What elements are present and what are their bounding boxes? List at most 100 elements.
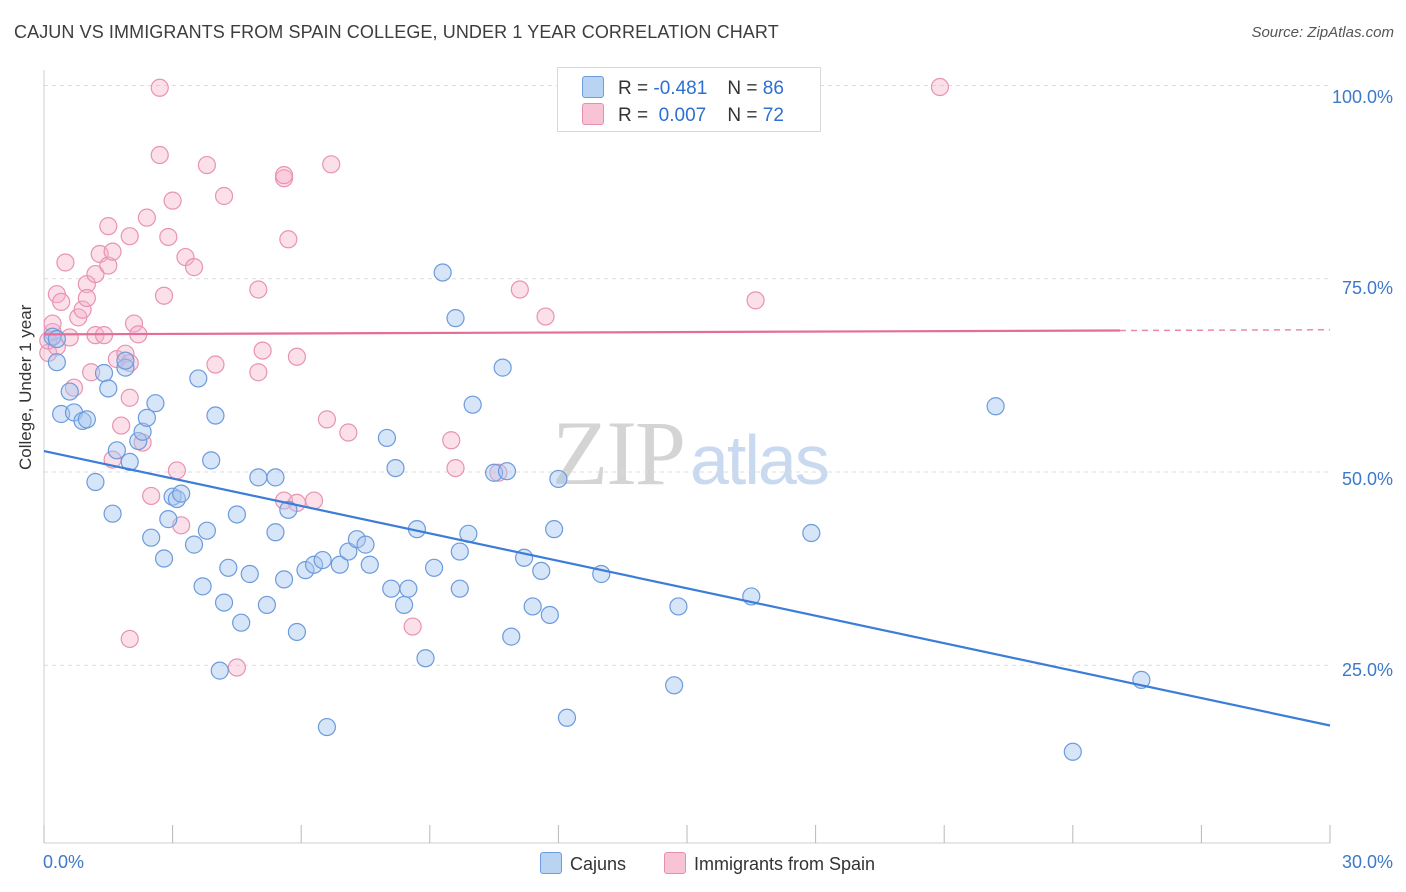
series-spain-points xyxy=(39,77,950,677)
cajuns-point xyxy=(219,558,238,577)
cajuns-point xyxy=(356,535,375,554)
spain-point xyxy=(56,253,75,272)
cajuns-point xyxy=(86,472,105,492)
spain-point xyxy=(403,617,422,636)
cajuns-point xyxy=(549,469,568,489)
spain-point xyxy=(120,388,139,407)
spain-point xyxy=(287,347,307,366)
legend-n-value-spain: 72 xyxy=(762,105,784,126)
cajuns-point xyxy=(399,579,418,598)
cajuns-point xyxy=(129,431,148,451)
legend-r-value-spain: 0.007 xyxy=(653,105,707,126)
cajuns-point xyxy=(493,358,512,377)
spain-point xyxy=(249,363,268,382)
cajuns-trend-line xyxy=(43,450,1331,727)
cajuns-point xyxy=(197,521,216,540)
spain-point xyxy=(446,458,465,478)
spain-point xyxy=(249,280,268,299)
cajuns-point xyxy=(172,484,191,503)
cajuns-point xyxy=(450,579,469,598)
legend-r-label: R = xyxy=(618,78,649,99)
spain-trend-line xyxy=(43,329,1120,336)
bottom-legend-label-spain: Immigrants from Spain xyxy=(694,854,876,874)
spain-point xyxy=(154,286,174,305)
cajuns-point xyxy=(137,408,156,427)
cajuns-point xyxy=(77,410,96,429)
spain-point xyxy=(159,227,178,247)
cajuns-point xyxy=(274,570,294,589)
cajuns-point xyxy=(386,458,405,478)
cajuns-point xyxy=(532,561,551,581)
cajuns-point xyxy=(257,595,277,615)
cajuns-point xyxy=(545,520,564,539)
cajuns-point xyxy=(279,500,298,519)
spain-point xyxy=(274,166,294,185)
cajuns-point xyxy=(202,451,221,470)
spain-point xyxy=(317,410,337,429)
cajuns-point xyxy=(523,597,542,616)
bottom-legend-spain: Immigrants from Spain xyxy=(664,852,875,875)
bottom-legend-swatch-cajuns xyxy=(540,852,562,874)
series-cajuns-points xyxy=(43,263,1151,761)
legend-row-cajuns: R = -0.481 N = 86 xyxy=(582,76,784,100)
cajuns-point xyxy=(249,468,268,487)
spain-point xyxy=(52,292,71,311)
legend-n-label: N = xyxy=(727,78,758,99)
spain-point xyxy=(322,155,341,174)
spain-point xyxy=(167,461,186,480)
y-tick-label-25: 25.0% xyxy=(1341,660,1393,680)
spain-point xyxy=(206,355,225,374)
cajuns-point xyxy=(416,649,435,668)
cajuns-point xyxy=(206,406,225,425)
cajuns-point xyxy=(227,505,246,524)
cajuns-point xyxy=(107,441,126,460)
cajuns-point xyxy=(47,329,66,349)
watermark: ZIPatlas xyxy=(552,400,830,506)
cajuns-point xyxy=(433,263,452,282)
cajuns-point xyxy=(193,577,212,596)
spain-point xyxy=(746,291,765,310)
cajuns-point xyxy=(266,523,285,542)
cajuns-point xyxy=(394,595,414,615)
cajuns-point xyxy=(184,535,204,554)
spain-point xyxy=(103,242,122,261)
spain-point xyxy=(86,264,105,284)
cajuns-point xyxy=(424,558,444,577)
cajuns-point xyxy=(189,369,208,388)
spain-point xyxy=(137,208,156,227)
y-axis-label: College, Under 1 year xyxy=(16,304,35,470)
spain-point xyxy=(120,227,139,246)
spain-point xyxy=(214,186,234,206)
x-tick-label-max: 30.0% xyxy=(1341,852,1393,872)
spain-point xyxy=(124,314,144,333)
cajuns-point xyxy=(266,468,285,487)
cajuns-point xyxy=(60,382,79,401)
cajuns-point xyxy=(540,605,559,625)
legend-swatch-spain xyxy=(582,103,604,125)
spain-point xyxy=(99,217,118,236)
cajuns-point xyxy=(103,504,122,523)
cajuns-point xyxy=(159,510,178,529)
cajuns-point xyxy=(232,613,251,632)
spain-point xyxy=(47,337,66,356)
grid xyxy=(44,84,1330,666)
bottom-legend-cajuns: Cajuns xyxy=(540,852,626,875)
spain-point xyxy=(442,431,461,450)
spain-point xyxy=(150,145,169,165)
cajuns-point xyxy=(317,717,337,737)
cajuns-point xyxy=(802,523,821,543)
cajuns-point xyxy=(669,597,688,616)
cajuns-point xyxy=(116,351,135,370)
bottom-legend-label-cajuns: Cajuns xyxy=(570,854,627,874)
cajuns-point xyxy=(450,542,469,561)
cajuns-point xyxy=(1063,742,1082,761)
spain-point xyxy=(184,258,204,277)
spain-point xyxy=(930,77,950,97)
spain-point xyxy=(73,300,92,319)
trend-lines xyxy=(43,328,1331,727)
cajuns-point xyxy=(142,528,161,547)
watermark-zip: ZIP xyxy=(552,402,686,504)
cajuns-point xyxy=(377,428,397,448)
watermark-atlas: atlas xyxy=(690,421,830,499)
cajuns-point xyxy=(304,555,324,574)
